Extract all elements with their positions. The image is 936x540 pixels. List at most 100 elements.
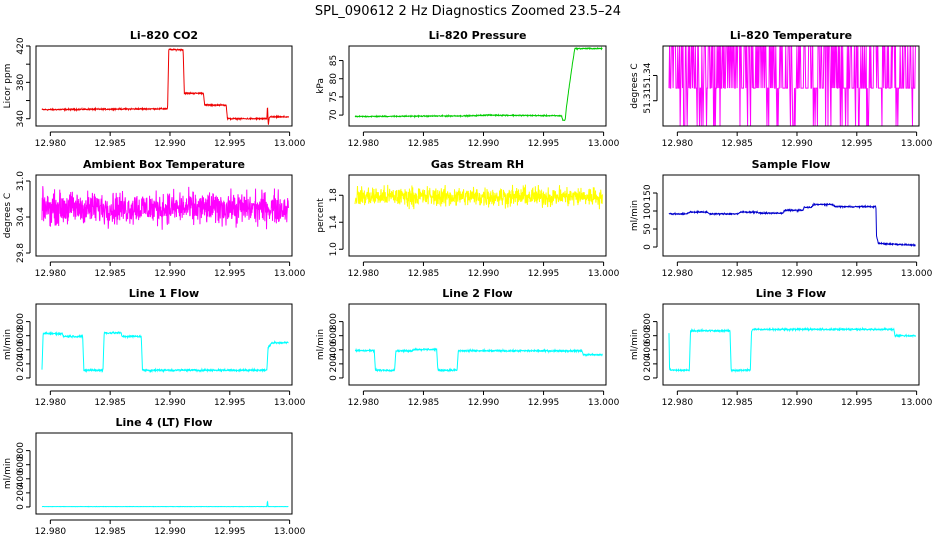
series-line-line-1: [41, 330, 289, 374]
x-tick-label: 12.995: [528, 269, 560, 279]
y-tick-label: 80: [329, 73, 339, 85]
x-tick-label: 12.985: [94, 139, 126, 149]
series-group: [41, 330, 289, 374]
plot-frame: [35, 432, 293, 515]
panel-title: Gas Stream RH: [431, 158, 524, 171]
plot-frame: [662, 45, 920, 127]
x-tick-label: 12.995: [214, 527, 246, 537]
y-tick-label: 600: [16, 456, 26, 473]
y-tick-label: 51.31: [643, 88, 653, 114]
y-tick-label: 0: [643, 375, 653, 381]
y-axis-label: degrees C: [630, 63, 640, 108]
plot-frame: [35, 174, 293, 257]
panel-title: Sample Flow: [752, 158, 831, 171]
y-tick-label: 1.0: [329, 242, 339, 257]
x-tick-label: 12.990: [781, 398, 813, 408]
x-tick-label: 12.980: [35, 269, 67, 279]
x-tick-label: 12.980: [35, 527, 67, 537]
figure-title: SPL_090612 2 Hz Diagnostics Zoomed 23.5–…: [315, 4, 621, 19]
y-tick-label: 0: [16, 504, 26, 510]
x-tick-label: 13.000: [274, 139, 306, 149]
x-tick-label: 12.980: [662, 398, 694, 408]
series-group: [41, 500, 289, 508]
x-tick-label: 13.000: [901, 139, 933, 149]
panel-title: Line 3 Flow: [756, 287, 826, 300]
y-tick-label: 400: [16, 341, 26, 358]
y-tick-label: 340: [16, 110, 26, 127]
plot-frame: [348, 45, 607, 127]
y-axis-label: kPa: [316, 78, 326, 94]
plot-frame: [35, 303, 293, 386]
series-line-temperature: [668, 46, 916, 126]
y-tick-label: 200: [16, 484, 26, 501]
y-axis-label: ml/min: [3, 458, 13, 489]
x-tick-label: 12.995: [214, 139, 246, 149]
panel-title: Li–820 CO2: [130, 29, 198, 42]
y-tick-label: 30.4: [16, 207, 26, 227]
y-tick-label: 600: [643, 327, 653, 344]
y-tick-label: 200: [643, 355, 653, 372]
y-axis: 29.8 30.4 31.0: [16, 171, 31, 263]
x-tick-label: 12.980: [662, 269, 694, 279]
series-group: [668, 326, 916, 373]
y-tick-label: 600: [16, 327, 26, 344]
x-tick-label: 12.985: [408, 269, 440, 279]
y-tick-label: 400: [643, 341, 653, 358]
y-tick-label: 600: [329, 327, 339, 344]
y-tick-label: 800: [643, 313, 653, 330]
y-tick-label: 85: [329, 55, 339, 66]
y-axis-label: degrees C: [3, 193, 13, 238]
x-axis: 12.980 12.985 12.990 12.995 13.000: [348, 261, 620, 279]
panel-title: Line 4 (LT) Flow: [116, 416, 213, 429]
series-line-line-4: [41, 500, 289, 508]
x-tick-label: 12.985: [94, 527, 126, 537]
series-line-box-temperature: [41, 186, 289, 230]
x-tick-label: 12.990: [154, 139, 186, 149]
x-tick-label: 13.000: [588, 398, 620, 408]
y-axis: 340 380 420: [16, 37, 31, 127]
y-tick-label: 1.4: [329, 215, 339, 230]
y-tick-label: 420: [16, 37, 26, 54]
y-tick-label: 380: [16, 74, 26, 91]
x-tick-label: 12.985: [721, 139, 753, 149]
x-tick-label: 12.980: [35, 139, 67, 149]
x-tick-label: 13.000: [274, 269, 306, 279]
x-axis: 12.980 12.985 12.990 12.995 13.000: [35, 390, 306, 408]
series-group: [668, 46, 916, 126]
x-tick-label: 12.980: [348, 398, 380, 408]
panel-title: Li–820 Temperature: [730, 29, 852, 42]
x-tick-label: 13.000: [901, 398, 933, 408]
x-axis: 12.980 12.985 12.990 12.995 13.000: [348, 390, 620, 408]
x-tick-label: 13.000: [588, 139, 620, 149]
plot-frame: [35, 45, 293, 127]
panel-line-2-flow: Line 2 Flow ml/min 12.980 12.985 12.990 12.99…: [316, 287, 620, 408]
series-line-line-3: [668, 326, 916, 373]
x-axis: 12.980 12.985 12.990 12.995 13.000: [35, 261, 306, 279]
x-tick-label: 12.995: [214, 269, 246, 279]
x-tick-label: 12.990: [154, 269, 186, 279]
x-tick-label: 12.995: [841, 398, 873, 408]
series-line-line-2: [354, 347, 603, 373]
x-tick-label: 12.990: [468, 398, 500, 408]
y-tick-label: 0: [329, 375, 339, 381]
y-tick-label: 400: [16, 470, 26, 487]
x-tick-label: 12.995: [841, 269, 873, 279]
series-group: [354, 46, 603, 122]
y-tick-label: 70: [329, 109, 339, 121]
panel-title: Line 2 Flow: [442, 287, 512, 300]
panel-title: Line 1 Flow: [129, 287, 199, 300]
x-tick-label: 12.980: [348, 269, 380, 279]
x-tick-label: 12.995: [528, 139, 560, 149]
y-axis-label: Licor ppm: [3, 64, 13, 109]
y-tick-label: 31.0: [16, 171, 26, 191]
panel-title: Ambient Box Temperature: [83, 158, 245, 171]
x-tick-label: 12.980: [348, 139, 380, 149]
y-axis: 70 75 80 85: [329, 55, 344, 121]
y-axis-label: ml/min: [316, 329, 326, 360]
